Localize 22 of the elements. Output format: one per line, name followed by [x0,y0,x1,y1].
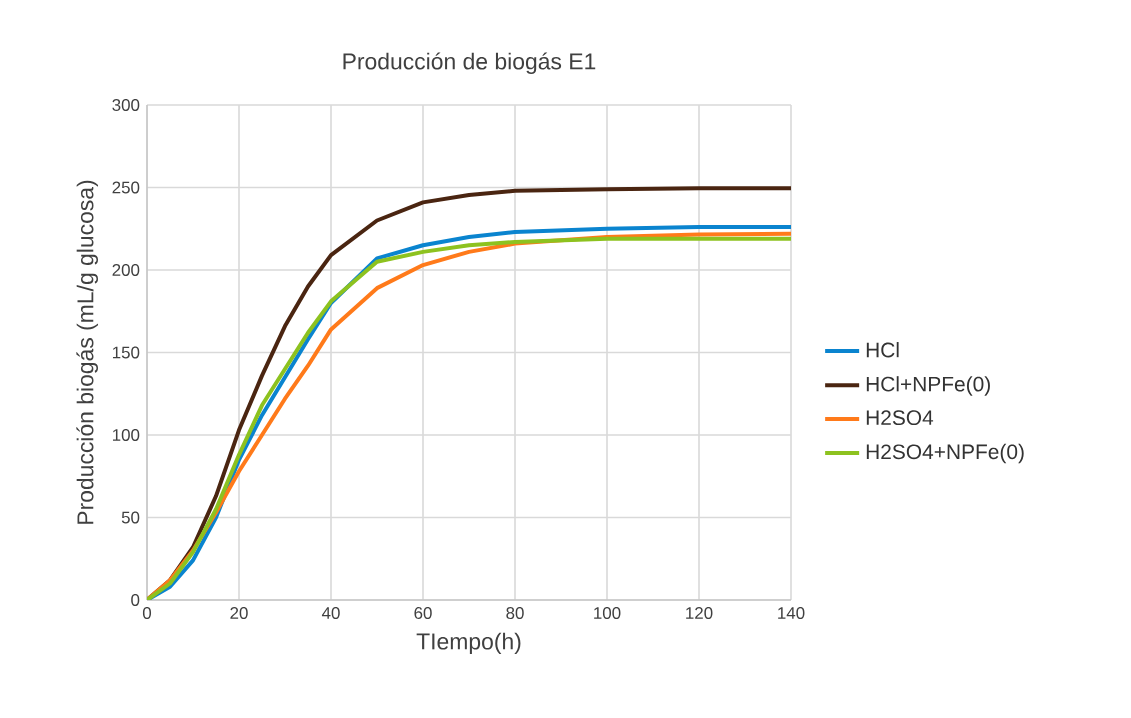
y-tick-label: 200 [112,264,140,276]
x-tick-label: 80 [506,607,524,620]
y-axis-title: Producción biogás (mL/g glucosa) [76,180,99,524]
chart-title: Producción de biogás E1 [343,52,596,74]
y-tick-label: 50 [121,511,140,524]
y-tick-label: 100 [112,429,140,441]
x-tick-label: 140 [778,607,805,620]
legend-label: H2SO4 [866,410,934,426]
x-tick-label: 0 [142,607,152,620]
y-tick-label: 0 [131,594,140,606]
legend-label: HCl+NPFe(0) [866,376,990,396]
x-tick-label: 120 [686,607,713,620]
legend-label: H2SO4+NPFe(0) [866,443,1024,464]
legend-label: HCl [866,342,899,358]
x-tick-label: 40 [321,607,340,620]
y-tick-label: 250 [112,181,140,194]
x-axis-title: TIempo(h) [416,632,521,655]
y-tick-label: 150 [112,346,140,359]
y-tick-label: 300 [112,99,140,111]
x-tick-label: 100 [594,607,621,620]
x-tick-label: 20 [230,607,248,620]
x-tick-label: 60 [414,607,432,620]
